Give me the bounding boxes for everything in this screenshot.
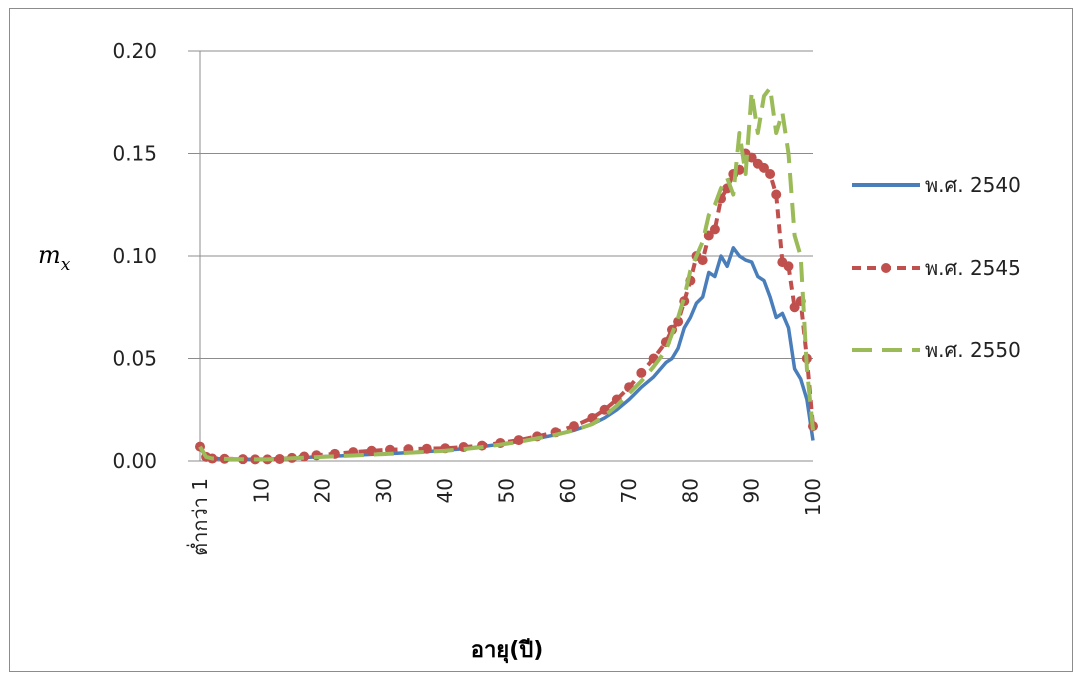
x-tick-label: 60 [556,478,580,503]
y-axis-label: mx [38,241,71,275]
series-marker [673,316,684,327]
y-tick-label: 0.05 [112,347,157,371]
x-tick-label: 90 [740,478,764,503]
x-tick-label: 30 [372,478,396,503]
y-tick-labels: 0.00 0.05 0.10 0.15 0.20 [112,39,157,473]
series-marker [709,224,720,235]
x-tick-label: 70 [617,478,641,503]
y-tick-label: 0.00 [112,449,157,473]
series-line-0 [198,246,815,462]
x-tick-label: ต่ำกว่า 1 [186,478,212,556]
x-tick-label: 10 [249,478,273,503]
y-tick-label: 0.15 [112,142,157,166]
x-tick-label: 50 [495,478,519,503]
legend-marker [881,263,891,273]
legend-label-2: พ.ศ. 2550 [925,338,1021,362]
x-axis-label: อายุ(ปี) [471,638,544,664]
x-tick-label: 100 [801,478,825,516]
y-axis-label-sub: x [61,255,71,275]
legend: พ.ศ. 2540 พ.ศ. 2545 พ.ศ. 2550 [852,173,1021,362]
x-tick-label: 40 [433,478,457,503]
series-marker [783,261,794,272]
legend-label-1: พ.ศ. 2545 [925,256,1021,280]
series-marker [568,421,579,432]
y-axis-label-main: m [38,241,61,269]
y-tick-label: 0.20 [112,39,157,63]
y-tick-label: 0.10 [112,244,157,268]
series-marker [274,453,285,464]
series-marker [758,162,769,173]
series-lines [195,85,818,465]
x-tick-labels: ต่ำกว่า 1 10 20 30 40 50 60 70 80 90 100 [186,478,825,556]
x-tick-label: 80 [678,478,702,503]
legend-label-0: พ.ศ. 2540 [925,173,1021,197]
series-line-2 [198,85,815,462]
x-tick-label: 20 [311,478,335,503]
series-marker [513,435,524,446]
series-marker [636,367,647,378]
chart-frame [9,8,1073,672]
series-marker [789,302,800,313]
series-marker [421,443,432,454]
series-marker [697,255,708,266]
series-marker [746,152,757,163]
series-marker [765,169,776,179]
series-marker [771,189,782,200]
